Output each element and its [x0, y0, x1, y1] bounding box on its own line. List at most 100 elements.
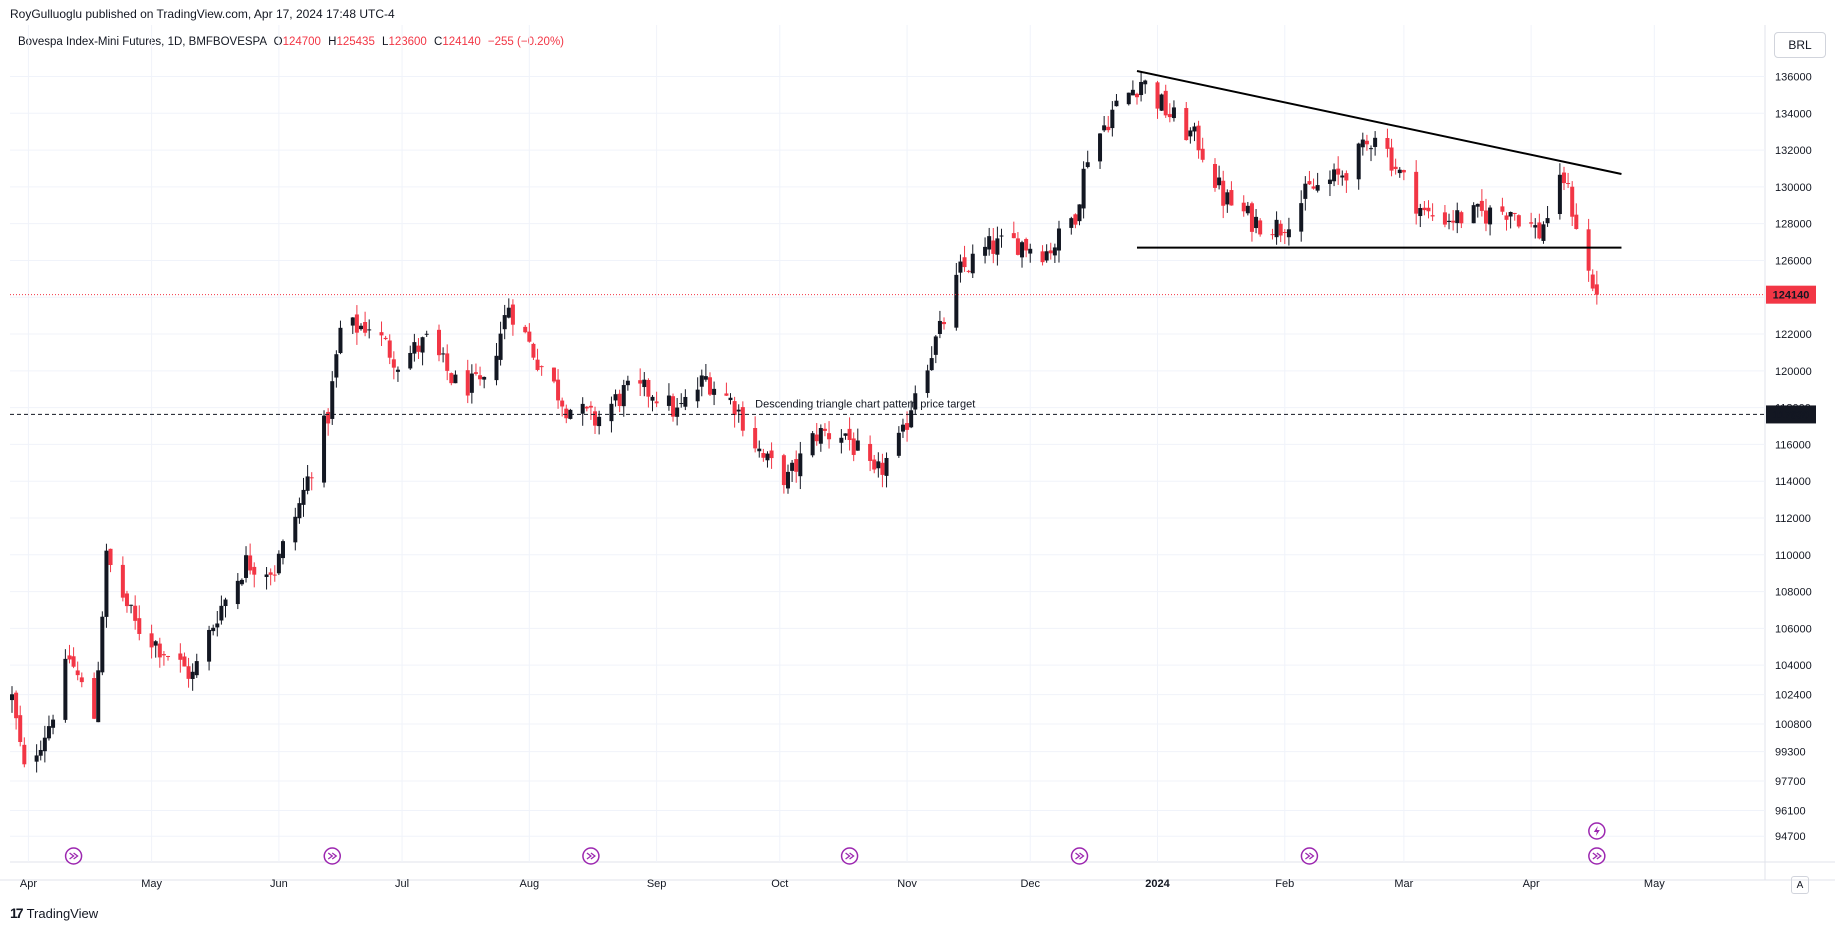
- candle: [424, 330, 429, 337]
- candle: [621, 379, 626, 417]
- candle-body: [1024, 239, 1029, 251]
- candle-body: [757, 448, 762, 452]
- candle: [724, 382, 729, 396]
- candle-body: [1048, 250, 1053, 254]
- candle-body: [909, 410, 914, 428]
- candle-body: [851, 438, 856, 455]
- candle-body: [1537, 222, 1542, 239]
- candle-body: [929, 358, 934, 371]
- candle-body: [469, 373, 474, 393]
- candle: [67, 644, 72, 664]
- candle: [1245, 201, 1250, 216]
- earnings-marker-icon[interactable]: [323, 847, 342, 865]
- candle: [416, 338, 421, 359]
- candle: [363, 311, 368, 337]
- candle-body: [38, 749, 43, 756]
- candle-body: [133, 605, 138, 621]
- candle-body: [597, 416, 602, 427]
- earnings-marker-icon[interactable]: [64, 847, 83, 865]
- candle: [1200, 137, 1205, 163]
- earnings-marker-icon[interactable]: [1588, 847, 1606, 865]
- currency-button[interactable]: BRL: [1774, 32, 1826, 58]
- candle: [153, 640, 158, 658]
- candle: [1364, 134, 1369, 151]
- candle-body: [1139, 81, 1144, 96]
- earnings-marker-icon[interactable]: [1070, 847, 1089, 865]
- candle: [814, 422, 819, 446]
- candle-body: [207, 629, 212, 662]
- candle-body: [1483, 210, 1488, 224]
- candle: [1459, 210, 1464, 229]
- candle: [757, 440, 762, 458]
- candle-body: [408, 353, 413, 369]
- earnings-marker-icon[interactable]: [582, 847, 600, 865]
- candle-body: [1574, 214, 1579, 229]
- candle: [268, 568, 273, 586]
- candle: [1192, 122, 1197, 142]
- candle-body: [51, 719, 56, 728]
- candle-body: [785, 471, 790, 489]
- candle: [1570, 181, 1575, 226]
- candle: [785, 464, 790, 494]
- candle-body: [235, 580, 240, 605]
- candle: [1451, 210, 1456, 231]
- candle-body: [272, 574, 277, 576]
- earnings-marker-icon[interactable]: [1300, 847, 1319, 865]
- candle-body: [535, 359, 540, 370]
- candle: [1590, 269, 1595, 292]
- candle: [588, 401, 593, 420]
- auto-scale-button[interactable]: A: [1791, 876, 1809, 894]
- target-label: 117630: [1773, 409, 1809, 421]
- candle: [420, 336, 425, 366]
- candle: [613, 389, 618, 407]
- candle: [753, 416, 758, 453]
- candle: [1397, 167, 1402, 178]
- candle: [1196, 120, 1201, 159]
- candle: [535, 348, 540, 372]
- candle-body: [1541, 224, 1546, 241]
- candle-body: [387, 340, 392, 358]
- candle-body: [502, 315, 507, 330]
- candle: [1171, 100, 1176, 122]
- price-tick-label: 94700: [1775, 831, 1806, 843]
- candle-body: [1171, 107, 1176, 119]
- candle-body: [1307, 181, 1312, 185]
- candle: [182, 652, 187, 667]
- candle-body: [1336, 168, 1341, 175]
- earnings-marker-icon[interactable]: [840, 847, 859, 865]
- candle-body: [391, 359, 396, 368]
- candle-body: [646, 379, 651, 397]
- candle: [625, 375, 630, 391]
- candle-body: [983, 246, 988, 256]
- close-label: C: [434, 36, 443, 48]
- candle: [1163, 84, 1168, 118]
- candle-body: [1426, 207, 1431, 212]
- candle: [593, 406, 598, 434]
- time-tick-label: Apr: [1523, 878, 1540, 890]
- candle-body: [1102, 125, 1107, 131]
- candle: [1561, 166, 1566, 191]
- candle: [244, 546, 249, 583]
- candle-body: [593, 411, 598, 426]
- candle: [1299, 190, 1304, 242]
- candle-body: [818, 428, 823, 444]
- price-tick-label: 112000: [1775, 513, 1811, 525]
- candle: [1393, 158, 1398, 175]
- candle: [839, 429, 844, 454]
- candle-body: [1077, 204, 1082, 222]
- dividend-marker-icon[interactable]: [1588, 822, 1606, 840]
- candle-body: [1286, 229, 1291, 238]
- candle: [276, 550, 281, 576]
- candle-body: [695, 389, 700, 402]
- candle-body: [79, 677, 84, 683]
- candle: [194, 653, 199, 678]
- candle: [1533, 218, 1538, 239]
- candle: [1537, 213, 1542, 240]
- price-tick-label: 122000: [1775, 329, 1812, 341]
- candle: [1418, 203, 1423, 228]
- candle-body: [769, 450, 774, 459]
- candle: [383, 335, 388, 341]
- candle: [523, 324, 528, 334]
- overlays: 124140 117630 Descending triangle chart pa…: [10, 70, 1816, 424]
